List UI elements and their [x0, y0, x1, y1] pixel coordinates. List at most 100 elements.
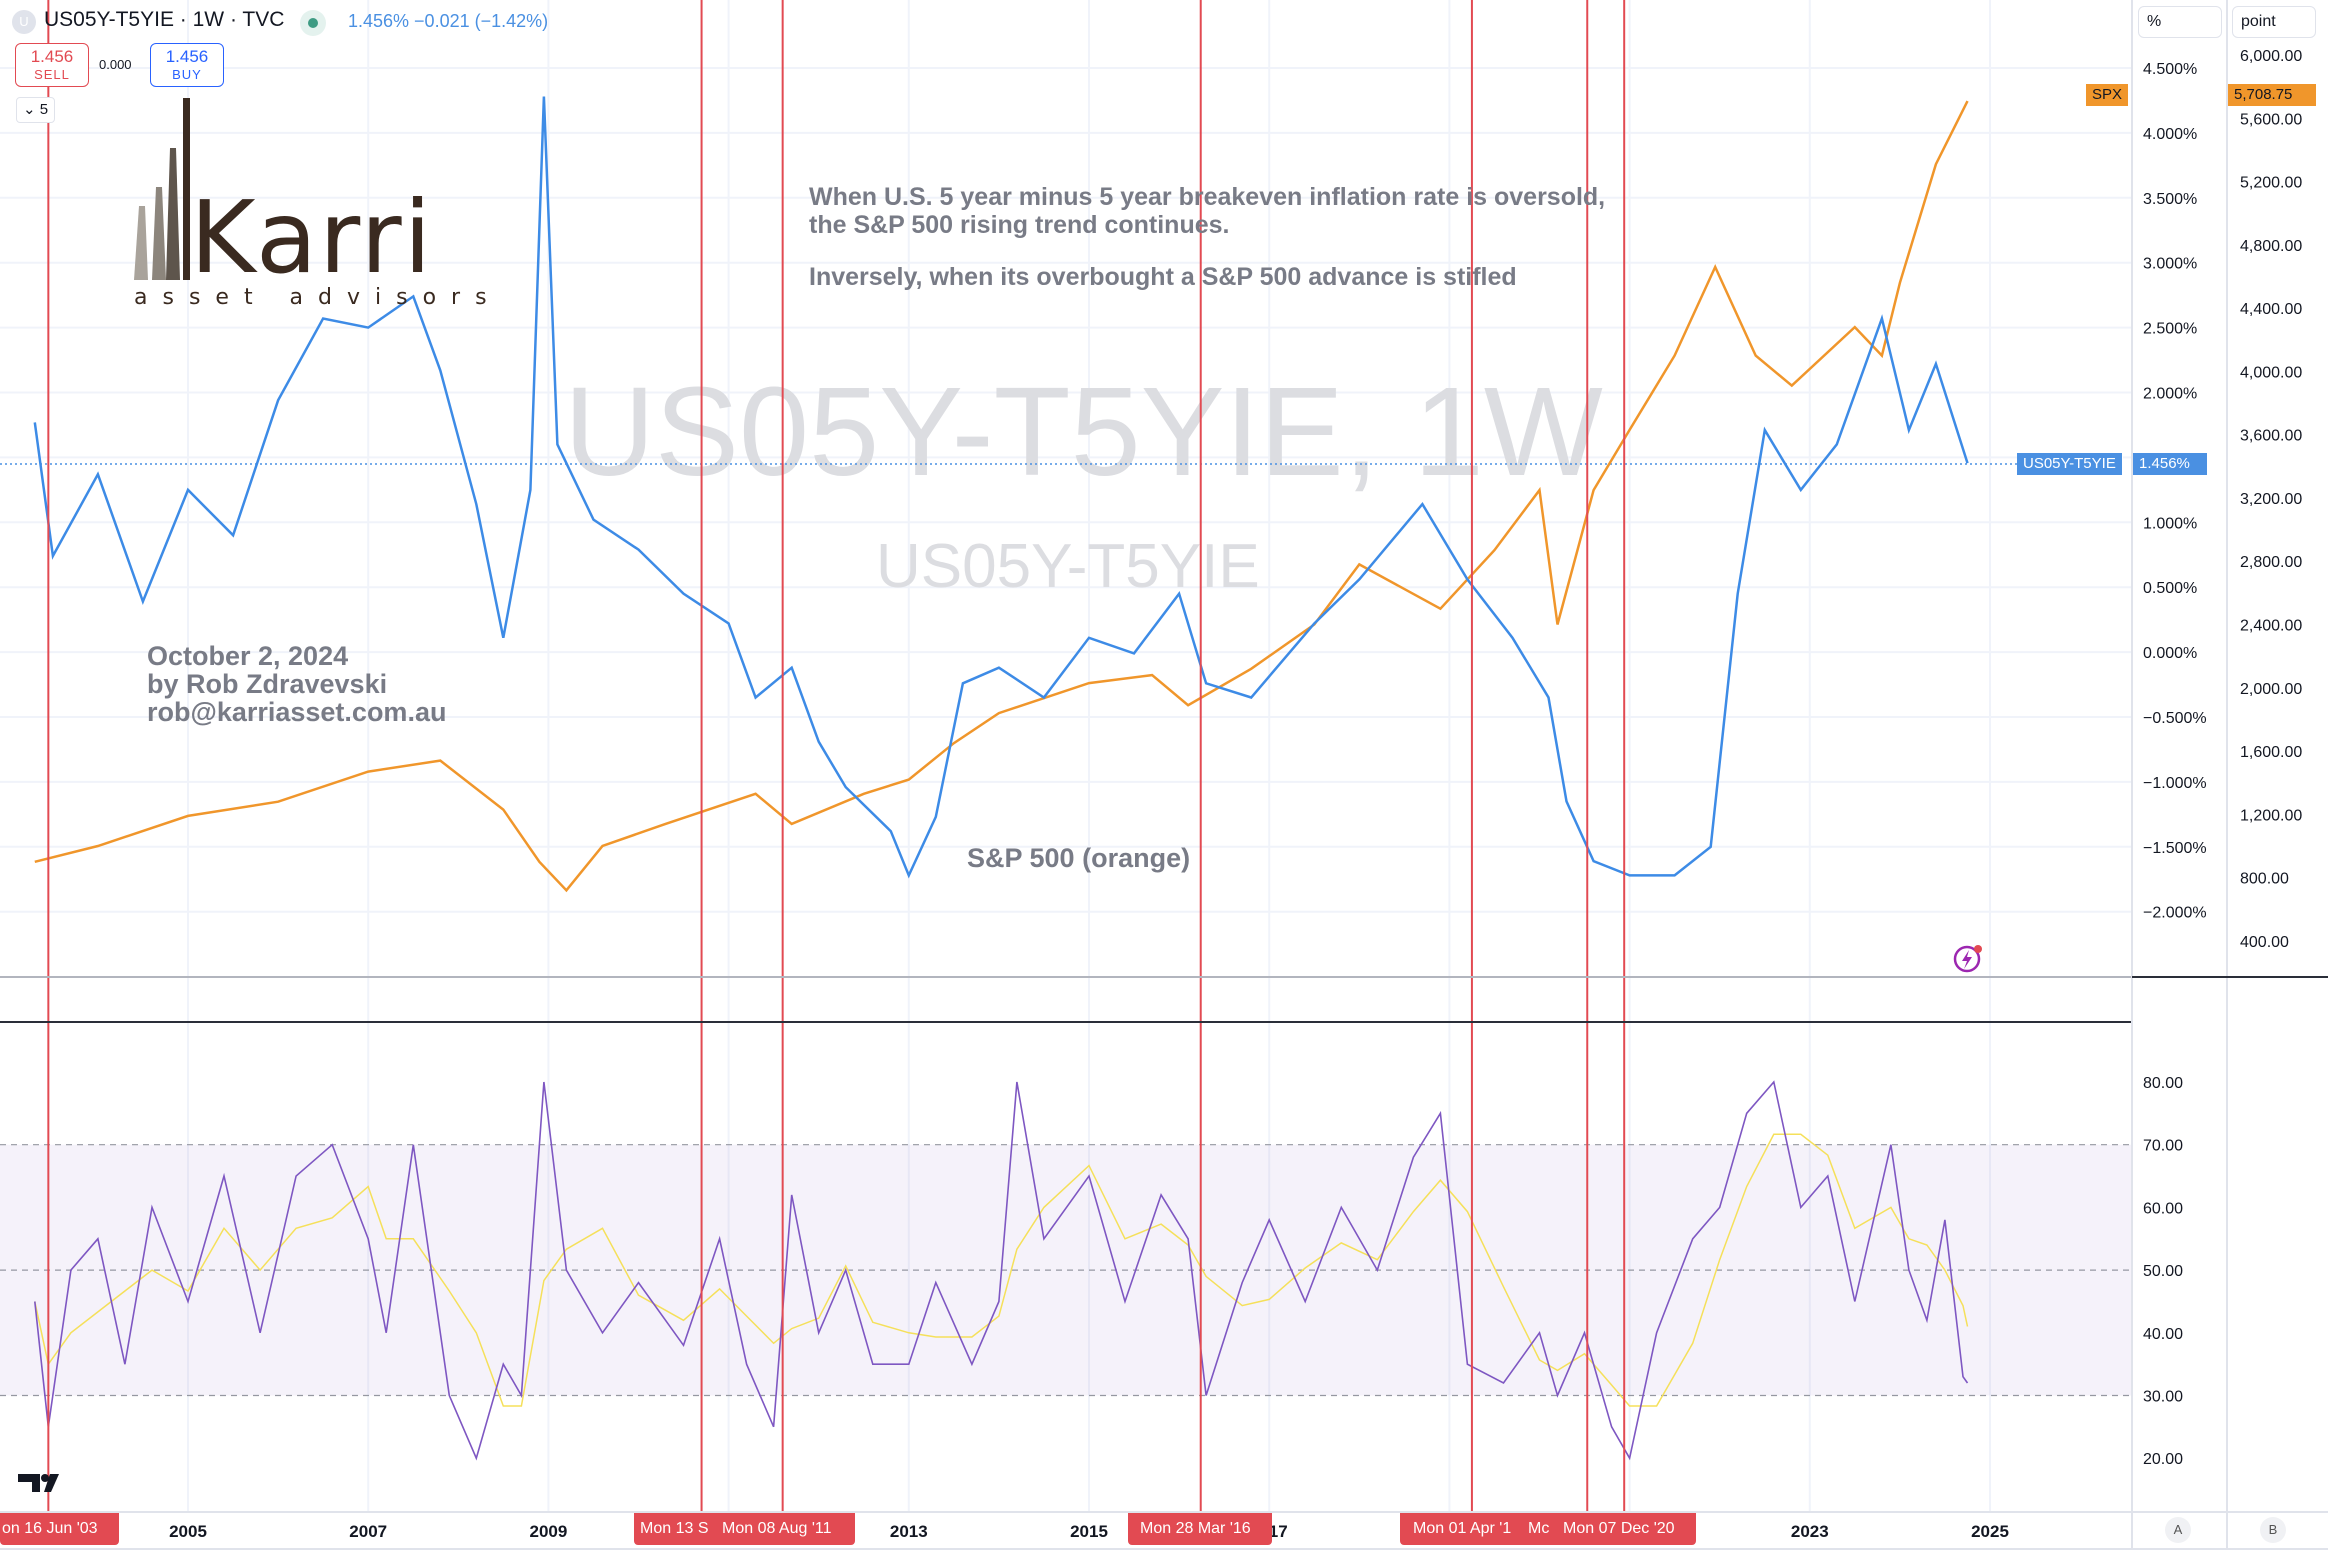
point-tick-label: 4,000.00 — [2240, 364, 2302, 381]
pct-tick-label: −1.000% — [2143, 775, 2207, 792]
buy-label: BUY — [172, 67, 202, 82]
point-tick-label: 2,400.00 — [2240, 618, 2302, 635]
annotation-line2: the S&P 500 rising trend continues. — [809, 211, 1230, 239]
pct-tick-label: 3.000% — [2143, 256, 2197, 273]
symbol-icon: U — [12, 10, 36, 34]
point-tick-label: 5,200.00 — [2240, 175, 2302, 192]
date-marker-box: Mon 28 Mar '16 — [1128, 1513, 1272, 1545]
year-label: 17 — [1269, 1522, 1288, 1541]
lots-value: 5 — [39, 101, 49, 118]
logo-wordmark: Karri — [190, 179, 433, 296]
date-marker-label: on 16 Jun '03 — [2, 1520, 98, 1537]
point-tick-label: 4,800.00 — [2240, 238, 2302, 255]
pct-tick-label: 4.000% — [2143, 126, 2197, 143]
pct-tick-label: 3.500% — [2143, 191, 2197, 208]
lots-dropdown[interactable]: ⌄ 5 — [16, 97, 55, 123]
date-marker-box: Mon 01 Apr '1 Mc Mon 07 Dec '20 — [1400, 1513, 1696, 1545]
pct-tick-label: 1.000% — [2143, 515, 2197, 532]
tradingview-logo[interactable] — [18, 1474, 59, 1492]
spread-value: 0.000 — [99, 57, 132, 72]
sell-label: SELL — [34, 67, 70, 82]
sell-button[interactable]: 1.456 SELL — [15, 43, 89, 87]
rsi-tick-label: 80.00 — [2143, 1075, 2183, 1092]
annotation-date: October 2, 2024 — [147, 641, 349, 671]
point-tick-label: 6,000.00 — [2240, 48, 2302, 65]
auto-scale-button[interactable]: A — [2165, 1517, 2191, 1543]
main-series-tag[interactable]: US05Y-T5YIE — [2017, 453, 2123, 475]
spx-line — [34, 100, 1969, 893]
spx-tag[interactable]: SPX — [2086, 84, 2129, 106]
date-marker-box: Mon 13 S Mon 08 Aug '11 — [634, 1513, 855, 1545]
pct-tick-label: 0.000% — [2143, 645, 2197, 662]
pct-tick-label: −1.500% — [2143, 840, 2207, 857]
date-marker-label: Mon 07 Dec '20 — [1563, 1520, 1675, 1537]
rsi-line — [34, 1080, 1969, 1461]
pct-tick-label: 4.500% — [2143, 61, 2197, 78]
chevron-down-icon: ⌄ — [23, 101, 40, 118]
point-tick-label: 3,600.00 — [2240, 428, 2302, 445]
rsi-tick-label: 70.00 — [2143, 1138, 2183, 1155]
year-label: 2025 — [1971, 1522, 2009, 1541]
point-tick-label: 4,400.00 — [2240, 301, 2302, 318]
logo-tagline: asset advisors — [134, 285, 502, 310]
spx-price-label: 5,708.75 — [2228, 84, 2316, 106]
date-marker-box: on 16 Jun '03 — [0, 1513, 119, 1545]
date-marker-label: Mon 01 Apr '1 — [1413, 1520, 1512, 1537]
year-label: 2023 — [1791, 1522, 1829, 1541]
main-price-label: 1.456% — [2133, 453, 2207, 475]
date-marker-label: Mon 08 Aug '11 — [722, 1520, 832, 1537]
grid-lines — [0, 0, 2132, 1512]
pct-tick-label: 2.500% — [2143, 321, 2197, 338]
watermark: US05Y-T5YIE, 1W — [564, 361, 1603, 502]
buy-button[interactable]: 1.456 BUY — [150, 43, 224, 87]
year-label: 2013 — [890, 1522, 928, 1541]
annotation-line1: When U.S. 5 year minus 5 year breakeven … — [809, 183, 1606, 211]
us05y-t5yie-line — [33, 96, 1969, 879]
price-axis-bg[interactable] — [2132, 0, 2328, 1512]
point-tick-label: 1,200.00 — [2240, 807, 2302, 824]
rsi-ma-line — [34, 1133, 1969, 1407]
rsi-tick-label: 50.00 — [2143, 1263, 2183, 1280]
lightning-icon[interactable] — [1953, 945, 1982, 973]
annotation-line3: Inversely, when its overbought a S&P 500… — [809, 263, 1517, 291]
year-label: 2007 — [349, 1522, 387, 1541]
symbol-title[interactable]: US05Y-T5YIE · 1W · TVC — [44, 8, 285, 31]
sell-price: 1.456 — [30, 47, 74, 66]
karri-logo: Karri asset advisors — [134, 98, 502, 310]
date-marker-label: Mon 13 S — [640, 1520, 709, 1537]
annotation-author: by Rob Zdravevski — [147, 669, 388, 699]
rsi-tick-label: 30.00 — [2143, 1389, 2183, 1406]
rsi-tick-label: 40.00 — [2143, 1326, 2183, 1343]
quote-change: 1.456% −0.021 (−1.42%) — [348, 11, 549, 31]
year-label: 2005 — [169, 1522, 207, 1541]
point-tick-label: 2,800.00 — [2240, 554, 2302, 571]
watermark-symbol: US05Y-T5YIE — [876, 532, 1260, 601]
rsi-tick-label: 60.00 — [2143, 1200, 2183, 1217]
pct-unit-button[interactable]: % — [2138, 6, 2222, 38]
point-tick-label: 2,000.00 — [2240, 681, 2302, 698]
point-unit-button[interactable]: point — [2232, 6, 2316, 38]
point-tick-label: 5,600.00 — [2240, 111, 2302, 128]
point-tick-label: 3,200.00 — [2240, 491, 2302, 508]
pct-tick-label: 2.000% — [2143, 386, 2197, 403]
date-marker-label: Mon 28 Mar '16 — [1140, 1520, 1251, 1537]
year-label: 2009 — [529, 1522, 567, 1541]
rsi-tick-label: 20.00 — [2143, 1451, 2183, 1468]
annotation-spx-note: S&P 500 (orange) — [967, 843, 1191, 873]
axis-ticks: 4.500% 4.000% 3.500% 3.000% 2.500% 2.000% 1.00… — [169, 48, 2302, 1541]
rsi-band-lines — [0, 1144, 2132, 1397]
market-status-icon[interactable] — [300, 10, 326, 36]
pct-tick-label: −0.500% — [2143, 710, 2207, 727]
point-tick-label: 400.00 — [2240, 934, 2289, 951]
series-layer — [33, 96, 1969, 1461]
buy-price: 1.456 — [165, 47, 209, 66]
pct-tick-label: 0.500% — [2143, 580, 2197, 597]
pct-tick-label: −2.000% — [2143, 905, 2207, 922]
point-tick-label: 800.00 — [2240, 871, 2289, 888]
date-marker-lines — [47, 0, 1626, 1512]
scale-b-button[interactable]: B — [2260, 1517, 2286, 1543]
annotation-email: rob@karriasset.com.au — [147, 697, 447, 727]
point-tick-label: 1,600.00 — [2240, 744, 2302, 761]
year-label: 2015 — [1070, 1522, 1108, 1541]
